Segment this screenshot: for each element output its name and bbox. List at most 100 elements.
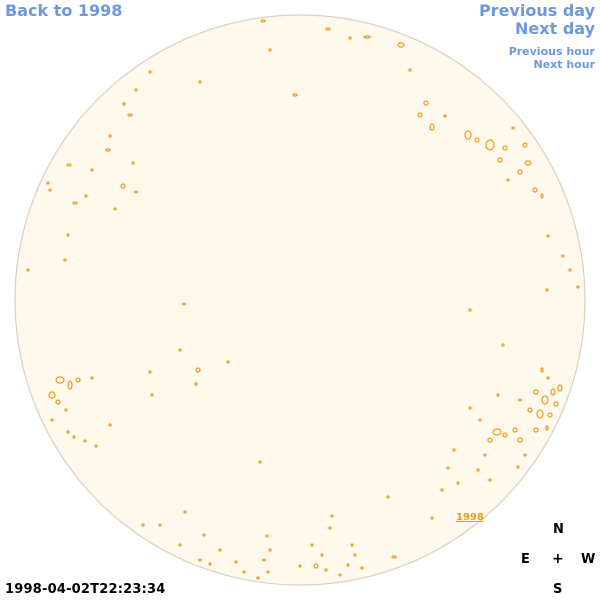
contour-blob xyxy=(540,367,544,373)
compass-south: S xyxy=(553,582,563,597)
contour-blob xyxy=(553,401,559,407)
contour-blob xyxy=(536,409,544,419)
contour-blob xyxy=(557,384,563,392)
contour-blob xyxy=(443,114,447,118)
contour-blob xyxy=(194,382,198,386)
contour-blob xyxy=(502,145,508,151)
contour-blob xyxy=(292,93,298,97)
contour-blob xyxy=(430,516,434,520)
contour-blob xyxy=(310,543,314,547)
contour-blob xyxy=(178,543,182,547)
contour-blob xyxy=(545,288,549,292)
contour-blob xyxy=(262,558,266,562)
contour-blob xyxy=(83,439,87,443)
year-label[interactable]: 1998 xyxy=(456,512,484,523)
contour-blob xyxy=(533,427,539,433)
contour-blob xyxy=(429,123,435,131)
next-day-link[interactable]: Next day xyxy=(515,19,595,38)
contour-blob xyxy=(72,435,76,439)
contour-blob xyxy=(346,563,350,567)
contour-blob xyxy=(488,478,492,482)
compass-west: W xyxy=(581,552,596,567)
contour-blob xyxy=(497,157,503,163)
contour-blob xyxy=(540,193,544,199)
contour-blob xyxy=(26,268,30,272)
contour-blob xyxy=(518,398,522,402)
contour-blob xyxy=(512,427,518,433)
contour-blob xyxy=(561,254,565,258)
previous-day-link[interactable]: Previous day xyxy=(478,1,595,20)
solar-disk xyxy=(14,14,586,586)
contour-blob xyxy=(268,48,272,52)
contour-blob xyxy=(568,268,572,272)
contour-blob xyxy=(268,548,272,552)
contour-blob xyxy=(546,376,550,380)
contour-blob xyxy=(483,453,487,457)
contour-blob xyxy=(50,418,54,422)
contour-blob xyxy=(134,88,138,92)
contour-blob xyxy=(423,100,429,106)
contour-blob xyxy=(517,169,523,175)
contour-blob xyxy=(266,570,270,574)
contour-blob xyxy=(492,428,502,436)
contour-blob xyxy=(527,407,533,413)
contour-blob xyxy=(547,412,553,418)
contour-blob xyxy=(353,553,357,557)
contour-blob xyxy=(545,425,549,431)
contour-blob xyxy=(66,163,72,167)
contour-blob xyxy=(487,437,493,443)
contour-blob xyxy=(298,564,302,568)
contour-blob xyxy=(148,370,152,374)
contour-blob xyxy=(363,35,371,39)
contour-blob xyxy=(256,576,260,580)
contour-blob xyxy=(148,70,152,74)
contour-blob xyxy=(325,27,331,31)
contour-blob xyxy=(516,465,520,469)
contour-blob xyxy=(198,80,202,84)
next-hour-link[interactable]: Next hour xyxy=(533,58,596,71)
back-to-year-link[interactable]: Back to 1998 xyxy=(5,1,123,20)
contour-blob xyxy=(496,393,500,397)
contour-blob xyxy=(474,137,480,143)
contour-blob xyxy=(468,308,472,312)
contour-blob xyxy=(113,207,117,211)
contour-blob xyxy=(324,568,328,572)
contour-blob xyxy=(313,563,319,569)
contour-blob xyxy=(90,376,94,380)
contour-blob xyxy=(178,348,182,352)
contour-blob xyxy=(452,448,456,452)
contour-blob xyxy=(141,523,145,527)
contour-blob xyxy=(338,573,342,577)
contour-blob xyxy=(66,233,70,237)
contour-blob xyxy=(105,148,111,152)
contour-blob xyxy=(523,453,527,457)
contour-blob xyxy=(64,408,68,412)
contour-blob xyxy=(55,399,61,405)
contour-blob xyxy=(330,514,334,518)
contour-blob xyxy=(328,526,332,530)
previous-hour-link[interactable]: Previous hour xyxy=(508,45,595,58)
contour-blob xyxy=(75,377,81,383)
contour-blob xyxy=(576,285,580,289)
contour-blob xyxy=(391,555,397,559)
contour-blob xyxy=(55,376,65,384)
compass-north: N xyxy=(553,522,564,537)
contour-blob xyxy=(182,302,186,306)
contour-blob xyxy=(502,432,508,438)
contour-blob xyxy=(485,139,495,151)
contour-blob xyxy=(456,481,460,485)
contour-blob xyxy=(234,560,238,564)
contour-blob xyxy=(208,562,212,566)
contour-blob xyxy=(108,423,112,427)
contour-blob xyxy=(397,42,405,48)
contour-blob xyxy=(46,181,50,185)
contour-blob xyxy=(218,548,222,552)
contour-blob xyxy=(265,534,269,538)
contour-blob xyxy=(478,418,482,422)
contour-blob xyxy=(524,160,532,166)
contour-blob xyxy=(533,389,539,395)
contour-blob xyxy=(72,201,78,205)
contour-blob xyxy=(417,112,423,118)
contour-blob xyxy=(195,367,201,373)
contour-blob xyxy=(48,391,56,399)
